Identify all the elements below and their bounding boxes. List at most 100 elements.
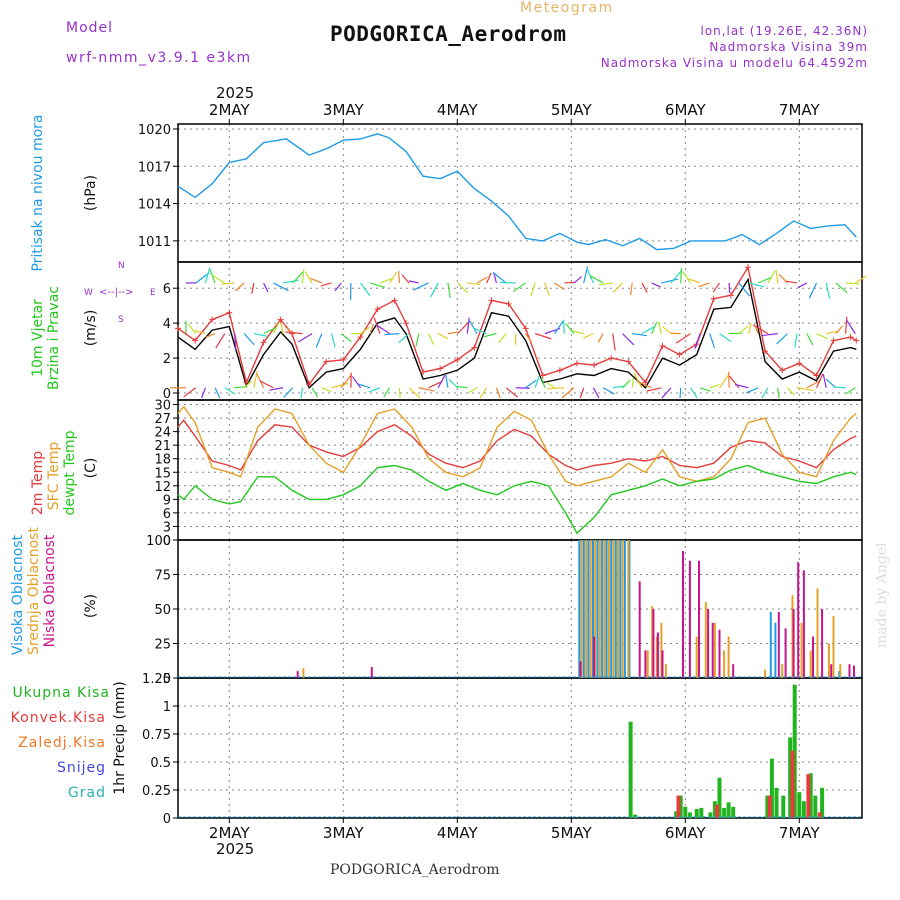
temperature-series-2 xyxy=(177,464,857,535)
clouds-bar-0 xyxy=(587,540,590,678)
precip-bar-1 xyxy=(817,812,822,818)
day-label-bottom: 7MAY xyxy=(779,824,821,842)
wind-arrow xyxy=(340,333,352,343)
legend-total-precip: Ukupna Kisa xyxy=(12,685,110,701)
wind-arrow xyxy=(734,383,749,389)
clouds-bar-0 xyxy=(582,540,585,678)
clouds-tick-label: 0 xyxy=(163,672,171,687)
wind-arrow xyxy=(571,330,584,335)
clouds-bar-1 xyxy=(664,664,667,678)
gust-marker xyxy=(209,316,216,323)
clouds-bar-2 xyxy=(698,560,700,678)
pressure-tick-label: 1017 xyxy=(138,160,171,175)
clouds-bar-0 xyxy=(774,622,777,678)
wind-arrow xyxy=(492,271,507,284)
precip-bar-0 xyxy=(792,684,797,818)
gust-marker xyxy=(403,320,409,327)
clouds-bar-2 xyxy=(707,609,710,678)
wind-arrow xyxy=(412,282,429,291)
clouds-bar-0 xyxy=(596,540,599,678)
clouds-bar-0 xyxy=(614,540,617,678)
wind-arrow xyxy=(794,333,798,348)
wind-arrow xyxy=(592,387,600,399)
clouds-bar-0 xyxy=(605,540,608,678)
wind-arrow xyxy=(712,282,720,293)
compass-w: W xyxy=(84,288,93,298)
wind-arrow xyxy=(786,387,795,396)
day-label-bottom: 6MAY xyxy=(665,824,707,842)
wind-arrow xyxy=(808,282,818,299)
precip-tick-label: 1 xyxy=(163,700,171,715)
wind-arrow xyxy=(448,379,459,389)
clouds-bar-2 xyxy=(784,628,787,678)
wind-arrow xyxy=(854,275,867,284)
precip-bar-0 xyxy=(712,801,717,818)
wind-tick-label: 4 xyxy=(163,317,171,332)
clouds-bar-0 xyxy=(601,540,604,678)
temperature-series-0 xyxy=(177,419,857,471)
clouds-bar-1 xyxy=(627,540,630,678)
clouds-bar-2 xyxy=(644,650,647,678)
model-label: Model xyxy=(66,20,114,36)
clouds-bar-2 xyxy=(688,560,691,678)
precip-bar-0 xyxy=(687,812,692,818)
clouds-bar-1 xyxy=(598,540,601,678)
wind-arrow xyxy=(719,333,732,343)
wind-arrow xyxy=(256,373,265,389)
clouds-bar-1 xyxy=(302,668,305,678)
clouds-bar-1 xyxy=(713,622,716,678)
pressure-tick-label: 1014 xyxy=(138,198,171,213)
wind-arrow xyxy=(427,333,435,345)
temperature-tick-label: 24 xyxy=(154,426,171,441)
wind-arrow xyxy=(767,270,776,284)
precip-bar-0 xyxy=(797,792,802,818)
wind-arrow xyxy=(631,377,635,388)
clouds-bar-1 xyxy=(621,540,624,678)
clouds-bar-1 xyxy=(612,540,615,678)
wind-arrow xyxy=(243,333,255,346)
wind-arrow xyxy=(379,277,394,284)
wind-arrow xyxy=(468,320,478,334)
wind-arrow xyxy=(547,387,565,390)
wind-arrow xyxy=(300,387,303,399)
clouds-bar-2 xyxy=(848,664,851,678)
clouds-bar-2 xyxy=(732,664,735,678)
precip-tick-label: 0 xyxy=(163,812,171,827)
wind-arrow xyxy=(822,373,827,388)
wind-arrow xyxy=(632,333,648,337)
wind-arrow xyxy=(728,371,730,388)
gust-marker xyxy=(471,344,478,351)
wind-arrow xyxy=(368,387,381,393)
wind-arrow xyxy=(194,330,206,335)
wind-arrow xyxy=(298,333,313,343)
temperature-tick-label: 3 xyxy=(163,520,171,535)
clouds-bar-1 xyxy=(832,615,835,678)
wind-arrow xyxy=(694,333,701,349)
legend-snow: Snijeg xyxy=(56,760,106,776)
clouds-bar-1 xyxy=(660,622,663,678)
clouds-bar-1 xyxy=(827,643,830,678)
gust-marker xyxy=(591,362,598,369)
wind-tick-label: 2 xyxy=(163,352,171,367)
wind-arrow xyxy=(430,282,439,298)
gust-marker xyxy=(505,300,512,307)
wind-arrow xyxy=(479,387,488,399)
clouds-bar-1 xyxy=(651,606,654,678)
wind-arrow xyxy=(215,333,226,349)
clouds-bar-2 xyxy=(638,581,641,678)
temperature-tick-label: 15 xyxy=(154,466,171,481)
clouds-bar-1 xyxy=(589,540,592,678)
precip-bar-0 xyxy=(726,802,731,818)
temperature-tick-label: 21 xyxy=(154,439,171,454)
wind-arrow xyxy=(221,282,235,285)
wind-arrow xyxy=(330,333,336,348)
wind-arrow xyxy=(280,322,284,334)
clouds-bar-1 xyxy=(809,650,812,678)
wind-arrow xyxy=(499,281,516,284)
gust-marker xyxy=(556,367,563,374)
clouds-bar-1 xyxy=(695,636,698,678)
wind-arrow xyxy=(612,282,623,293)
wind-arrow xyxy=(758,276,773,284)
wind-arrow xyxy=(633,372,643,389)
wind-arrow xyxy=(689,387,698,399)
